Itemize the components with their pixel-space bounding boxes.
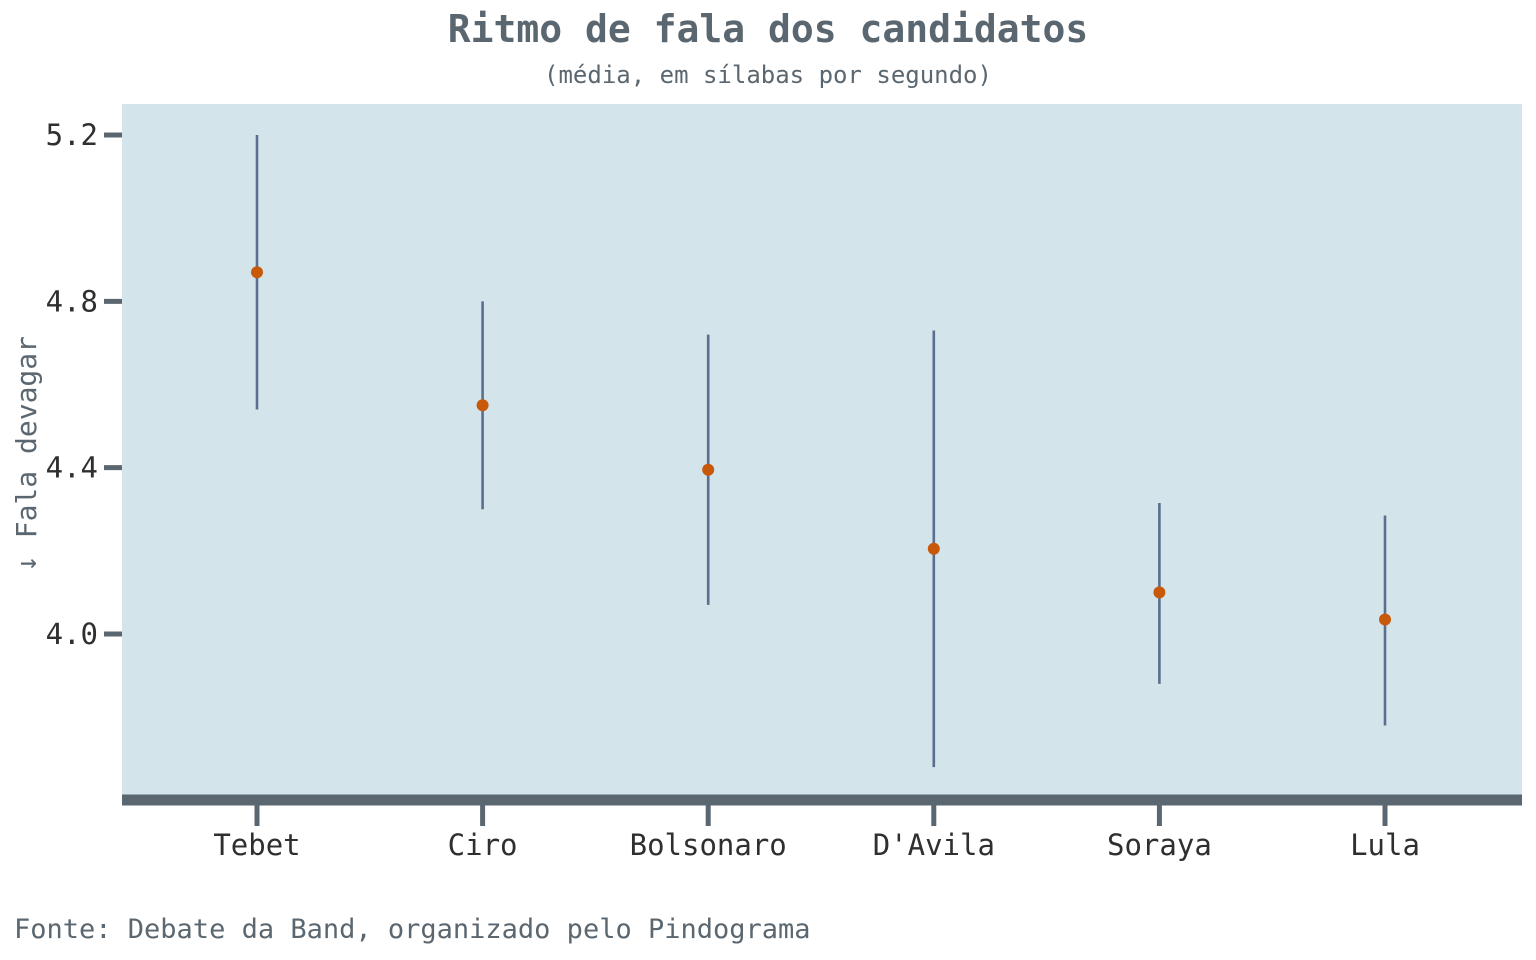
mean-point-bolsonaro [702,463,715,476]
mean-point-tebet [251,266,263,279]
x-tick-label-lula: Lula [1350,828,1420,862]
y-tick-label: 4.4 [46,451,98,485]
chart-title: Ritmo de fala dos candidatos [448,7,1089,51]
x-tick-label-bolsonaro: Bolsonaro [630,828,787,862]
mean-point-ciro [476,399,489,412]
points-group [251,266,1391,626]
y-axis: 4.0 4.4 4.8 5.2 [46,118,122,651]
y-tick-label: 4.0 [46,617,98,651]
plot-panel [122,104,1522,800]
mean-point-soraya [1153,586,1166,599]
x-tick-label-soraya: Soraya [1107,828,1212,862]
mean-point-davila [927,542,940,555]
y-tick-label: 4.8 [46,284,98,318]
x-tick-label-tebet: Tebet [213,828,300,862]
source-note: Fonte: Debate da Band, organizado pelo P… [14,914,811,945]
y-tick-label: 5.2 [46,118,98,152]
chart-subtitle: (média, em sílabas por segundo) [544,61,992,89]
x-tick-label-ciro: Ciro [448,828,518,862]
x-axis: Tebet Ciro Bolsonaro D'Avila Soraya Lula [122,794,1522,862]
y-axis-label: ↓ Fala devagar [10,336,43,572]
mean-point-lula [1379,613,1391,626]
x-tick-label-davila: D'Avila [873,828,995,862]
